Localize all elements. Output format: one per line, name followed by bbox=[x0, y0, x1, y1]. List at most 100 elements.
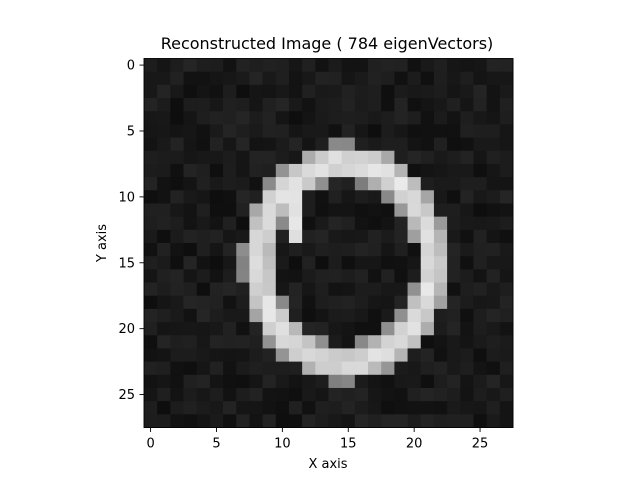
heatmap-cell bbox=[394, 229, 408, 244]
heatmap-cell bbox=[196, 98, 211, 112]
heatmap-cell bbox=[157, 308, 171, 323]
heatmap-cell bbox=[499, 190, 514, 204]
heatmap-cell bbox=[302, 361, 316, 376]
heatmap-cell bbox=[394, 269, 408, 283]
heatmap-cell bbox=[420, 124, 435, 138]
heatmap-cell bbox=[302, 84, 316, 99]
heatmap-cell bbox=[236, 414, 250, 428]
heatmap-cell bbox=[407, 216, 422, 231]
heatmap-cell bbox=[144, 387, 158, 402]
heatmap-cell bbox=[288, 137, 303, 152]
heatmap-cell bbox=[499, 335, 514, 349]
heatmap-cell bbox=[249, 58, 264, 73]
heatmap-cell bbox=[236, 256, 250, 270]
heatmap-cell bbox=[394, 71, 408, 86]
heatmap-cell bbox=[381, 84, 395, 99]
heatmap-cell bbox=[157, 335, 171, 349]
heatmap-cell bbox=[236, 335, 250, 349]
heatmap-cell bbox=[460, 401, 474, 415]
heatmap-cell bbox=[223, 295, 237, 310]
heatmap-cell bbox=[157, 71, 171, 86]
heatmap-cell bbox=[183, 414, 198, 428]
x-axis-ticks: 0 5 10 15 20 25 bbox=[146, 427, 488, 452]
heatmap-cell bbox=[157, 387, 171, 402]
heatmap-cell bbox=[275, 124, 290, 138]
heatmap-cell bbox=[354, 361, 369, 376]
heatmap-cell bbox=[183, 111, 198, 125]
heatmap-cell bbox=[460, 282, 474, 297]
heatmap-cell bbox=[433, 348, 448, 363]
heatmap-cell bbox=[420, 243, 435, 257]
heatmap-cell bbox=[381, 414, 395, 428]
heatmap-cell bbox=[288, 308, 303, 323]
heatmap-cell bbox=[381, 256, 395, 270]
heatmap-cell bbox=[157, 256, 171, 270]
heatmap-cell bbox=[341, 190, 356, 204]
heatmap-cell bbox=[499, 98, 514, 112]
heatmap-cell bbox=[368, 401, 382, 415]
heatmap-cell bbox=[473, 322, 488, 336]
heatmap-cell bbox=[407, 374, 422, 389]
heatmap-cell bbox=[420, 216, 435, 231]
heatmap-cell bbox=[157, 348, 171, 363]
heatmap-cell bbox=[275, 256, 290, 270]
heatmap-cell bbox=[288, 58, 303, 73]
heatmap-cell bbox=[262, 401, 277, 415]
heatmap-cell bbox=[341, 84, 356, 99]
heatmap-cell bbox=[381, 295, 395, 310]
heatmap-cell bbox=[341, 163, 356, 178]
heatmap-cell bbox=[223, 387, 237, 402]
heatmap-cell bbox=[381, 387, 395, 402]
heatmap-cell bbox=[473, 269, 488, 283]
heatmap-cell bbox=[315, 361, 329, 376]
heatmap-cell bbox=[315, 203, 329, 218]
heatmap-cell bbox=[262, 308, 277, 323]
heatmap-cell bbox=[407, 163, 422, 178]
heatmap-cell bbox=[209, 190, 224, 204]
heatmap-cell bbox=[341, 322, 356, 336]
heatmap-cell bbox=[144, 58, 158, 73]
heatmap-cell bbox=[354, 243, 369, 257]
heatmap-cell bbox=[473, 216, 488, 231]
heatmap-cell bbox=[288, 98, 303, 112]
heatmap-cell bbox=[302, 295, 316, 310]
heatmap-cell bbox=[249, 203, 264, 218]
heatmap-cell bbox=[473, 98, 488, 112]
heatmap-cell bbox=[328, 71, 343, 86]
heatmap-cell bbox=[473, 229, 488, 244]
heatmap-cell bbox=[223, 414, 237, 428]
x-tick-label: 15 bbox=[340, 437, 357, 452]
heatmap-cell bbox=[328, 282, 343, 297]
heatmap-cell bbox=[447, 322, 461, 336]
heatmap-cell bbox=[354, 335, 369, 349]
heatmap-cell bbox=[315, 84, 329, 99]
heatmap-cell bbox=[368, 282, 382, 297]
heatmap-cell bbox=[144, 84, 158, 99]
heatmap-cell bbox=[223, 269, 237, 283]
heatmap-cell bbox=[249, 84, 264, 99]
heatmap-cell bbox=[473, 348, 488, 363]
y-axis-label: Y axis bbox=[95, 224, 110, 263]
heatmap-cell bbox=[407, 177, 422, 191]
heatmap-cell bbox=[262, 71, 277, 86]
heatmap-cell bbox=[315, 414, 329, 428]
heatmap-cell bbox=[236, 295, 250, 310]
heatmap-cell bbox=[196, 84, 211, 99]
heatmap-cell bbox=[460, 71, 474, 86]
heatmap-cell bbox=[170, 401, 184, 415]
heatmap-cell bbox=[354, 256, 369, 270]
heatmap-cell bbox=[209, 177, 224, 191]
heatmap-cell bbox=[407, 308, 422, 323]
heatmap-cell bbox=[473, 282, 488, 297]
heatmap-cell bbox=[236, 137, 250, 152]
heatmap-cell bbox=[209, 269, 224, 283]
heatmap-cell bbox=[262, 243, 277, 257]
heatmap-cell bbox=[420, 269, 435, 283]
heatmap-cell bbox=[354, 374, 369, 389]
heatmap-cell bbox=[302, 229, 316, 244]
heatmap-cell bbox=[460, 348, 474, 363]
heatmap-cell bbox=[209, 84, 224, 99]
heatmap-cell bbox=[262, 387, 277, 402]
heatmap-cell bbox=[447, 58, 461, 73]
heatmap-cell bbox=[249, 269, 264, 283]
